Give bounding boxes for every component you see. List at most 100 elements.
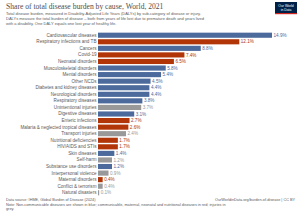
tick-label: HIV/AIDS and STIs <box>57 144 97 149</box>
tick-label: Unintentional injuries <box>54 105 97 110</box>
tick: Respiratory diseases <box>54 98 98 103</box>
tick-label: Self-harm <box>77 157 97 162</box>
data-label: 6.5% <box>175 59 185 64</box>
tick: HIV/AIDS and STIs <box>57 144 97 149</box>
bar <box>98 190 99 195</box>
bar <box>98 52 184 57</box>
bar <box>98 151 114 156</box>
data-label: 8.8% <box>202 46 212 51</box>
bar <box>98 46 201 51</box>
data-label: 2.7% <box>131 118 141 123</box>
tick: Nutritional deficiencies <box>51 138 98 143</box>
data-label: 1.2% <box>114 164 124 169</box>
data-label: 4.4% <box>151 85 161 90</box>
bar <box>98 92 149 97</box>
data-label: 4.4% <box>151 92 161 97</box>
data-label: 7.4% <box>186 53 196 58</box>
bar <box>98 171 109 176</box>
category-axis: Cardiovascular diseasesRespiratory infec… <box>20 33 97 196</box>
tick: Covid-19 <box>78 52 97 57</box>
data-label: 1.7% <box>119 138 129 143</box>
tick: Cancers <box>79 46 97 51</box>
tick-label: Nutritional deficiencies <box>51 138 98 143</box>
tick: Self-harm <box>77 157 97 162</box>
bar <box>98 79 151 84</box>
bar <box>98 138 118 143</box>
data-label: 4.5% <box>152 79 162 84</box>
bar <box>98 59 174 64</box>
tick-label: Diabetes and kidney diseases <box>35 85 97 90</box>
tick: Substance use disorders <box>46 164 97 169</box>
logo-box <box>275 2 297 14</box>
bar <box>98 65 166 70</box>
bar <box>98 39 239 44</box>
tick: Cardiovascular diseases <box>46 33 97 38</box>
tick: Unintentional injuries <box>54 105 97 110</box>
subtitle: with a disability. One DALY equals one l… <box>6 21 116 26</box>
tick-label: Digestive diseases <box>58 111 97 116</box>
tick: Enteric infections <box>62 118 98 123</box>
tick: Other NCDs <box>71 79 97 84</box>
bar <box>98 72 161 77</box>
bar <box>98 105 141 110</box>
tick: Maternal disorders <box>58 177 97 182</box>
logo: Our Worldin Data <box>275 2 297 14</box>
note: Note: Non-communicable diseases are show… <box>6 203 226 207</box>
data-label: 0.4% <box>104 177 114 182</box>
tick: Diabetes and kidney diseases <box>35 85 97 90</box>
tick-label: Respiratory diseases <box>54 98 98 103</box>
bar <box>98 33 272 38</box>
data-label: 0.9% <box>110 171 120 176</box>
data-label: 3.1% <box>136 112 146 117</box>
tick: Interpersonal violence <box>52 171 97 176</box>
data-label: 5.4% <box>163 72 173 77</box>
logo-bar <box>275 13 297 14</box>
tick: Skin diseases <box>68 151 97 156</box>
tick: Musculoskeletal disorders <box>44 66 98 71</box>
bar <box>98 98 142 103</box>
tick: Malaria & neglected tropical diseases <box>20 125 97 130</box>
bar <box>98 157 112 162</box>
data-label: 5.8% <box>167 66 177 71</box>
tick-label: Other NCDs <box>71 79 97 84</box>
tick-label: Natural disasters <box>62 190 97 195</box>
tick-label: Cancers <box>79 46 97 51</box>
tick-label: Transport injuries <box>61 131 97 136</box>
data-label: 2.6% <box>130 125 140 130</box>
tick-label: Cardiovascular diseases <box>46 33 97 38</box>
tick-label: Malaria & neglected tropical diseases <box>20 125 97 130</box>
bar <box>98 184 103 189</box>
url: OurWorldinData.org/burden-of-disease | C… <box>215 198 296 202</box>
tick: Neonatal disorders <box>58 59 97 64</box>
tick-label: Musculoskeletal disorders <box>44 66 98 71</box>
tick: Mental disorders <box>63 72 98 77</box>
bar <box>98 177 103 182</box>
tick-label: Neonatal disorders <box>58 59 97 64</box>
tick-label: Respiratory infections and TB <box>36 39 96 44</box>
note: grey. <box>6 207 14 211</box>
data-label: 0.4% <box>104 184 114 189</box>
source: Data source: IHME, Global Burden of Dise… <box>6 198 96 202</box>
data-label: 1.7% <box>119 144 129 149</box>
data-labels: 14.9%12.1%8.8%7.4%6.5%5.8%5.4%4.5%4.4%4.… <box>101 33 287 196</box>
bar <box>98 118 130 123</box>
bar <box>98 144 118 149</box>
tick: Transport injuries <box>61 131 97 136</box>
tick: Digestive diseases <box>58 111 97 116</box>
data-label: 1.2% <box>114 158 124 163</box>
data-label: 12.1% <box>241 39 254 44</box>
data-label: 1.4% <box>116 151 126 156</box>
tick-label: Skin diseases <box>68 151 97 156</box>
chart: Share of total disease burden by cause, … <box>0 0 300 212</box>
bar <box>98 125 128 130</box>
data-label: 3.7% <box>143 105 153 110</box>
bar <box>98 164 112 169</box>
data-label: 2.4% <box>128 131 138 136</box>
title: Share of total disease burden by cause, … <box>6 2 164 11</box>
tick-label: Mental disorders <box>63 72 98 77</box>
bar <box>98 111 134 116</box>
tick: Natural disasters <box>62 190 97 195</box>
tick-label: Neurological disorders <box>51 92 97 97</box>
data-label: 3.8% <box>144 98 154 103</box>
tick-label: Covid-19 <box>78 52 97 57</box>
